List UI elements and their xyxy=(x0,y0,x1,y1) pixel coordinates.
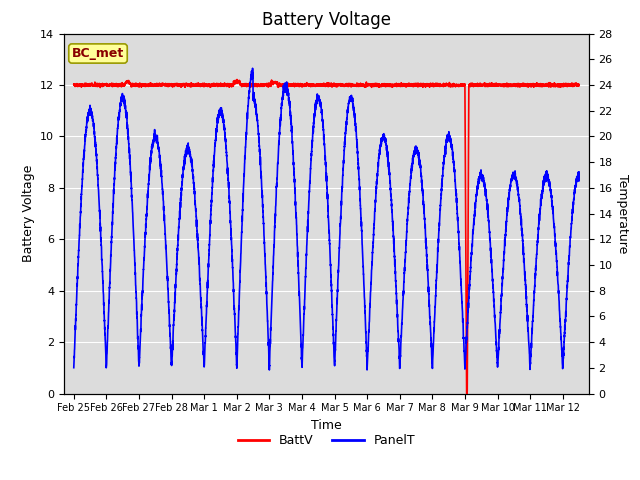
Y-axis label: Temperature: Temperature xyxy=(616,174,629,253)
Legend: BattV, PanelT: BattV, PanelT xyxy=(233,429,420,452)
Text: BC_met: BC_met xyxy=(72,47,124,60)
Title: Battery Voltage: Battery Voltage xyxy=(262,11,391,29)
Y-axis label: Battery Voltage: Battery Voltage xyxy=(22,165,35,262)
X-axis label: Time: Time xyxy=(311,419,342,432)
